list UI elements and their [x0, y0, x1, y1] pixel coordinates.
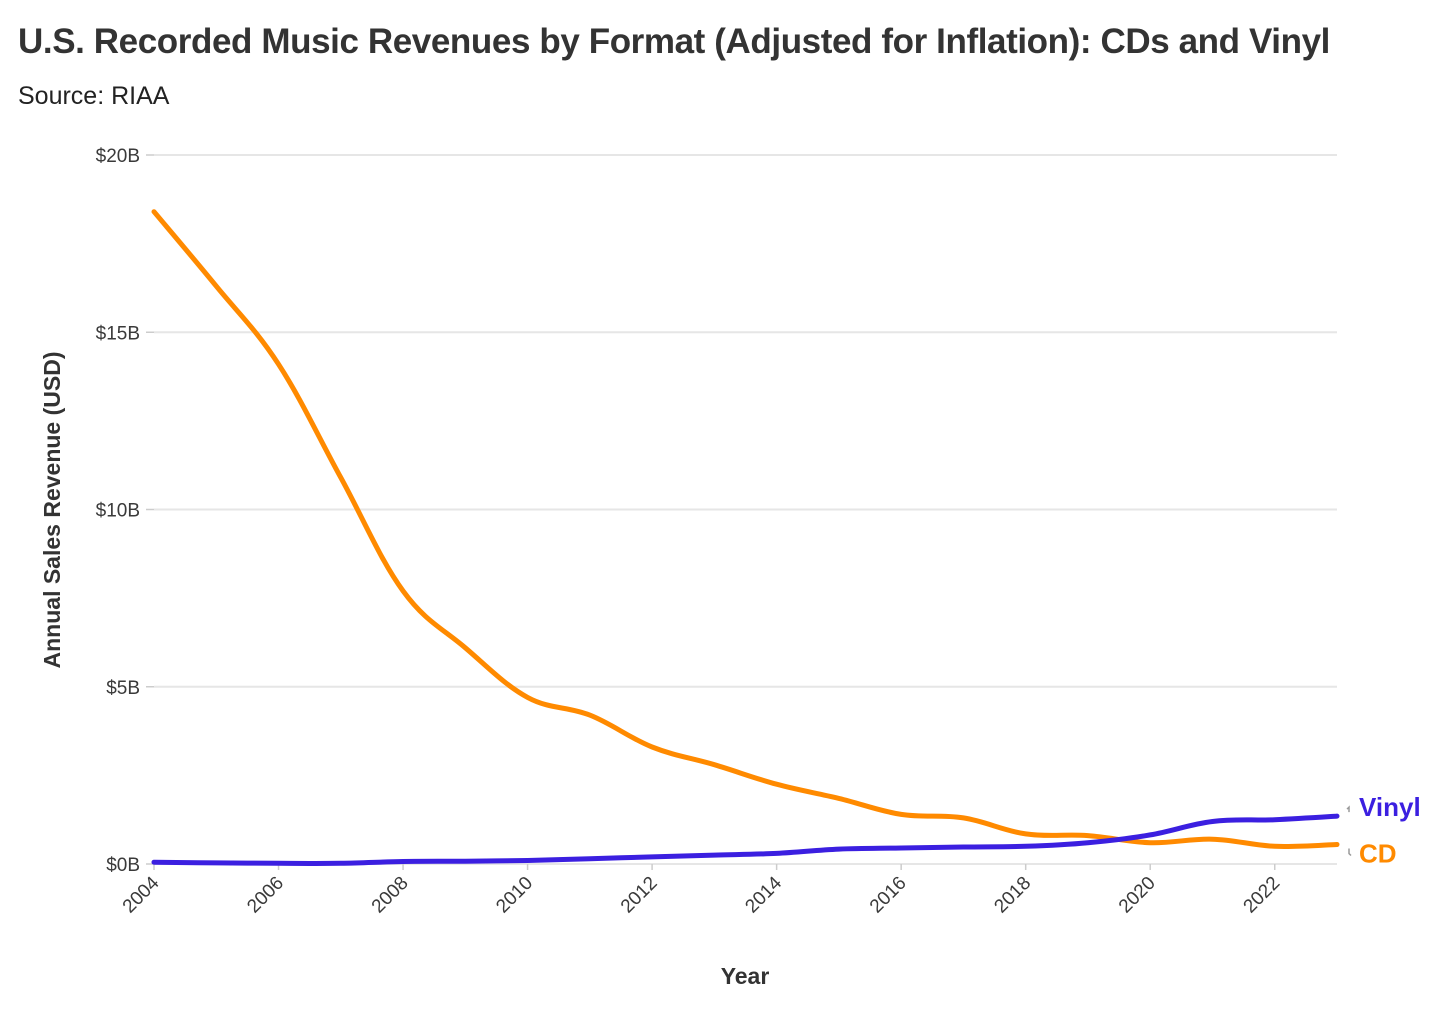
y-tick-label: $20B	[96, 146, 140, 167]
series-line-cd	[151, 209, 1340, 849]
chart-subtitle: Source: RIAA	[18, 82, 170, 110]
series-label-vinyl: Vinyl	[1359, 792, 1421, 822]
y-tick-label: $0B	[106, 855, 140, 876]
y-axis-title: Annual Sales Revenue (USD)	[39, 352, 65, 669]
y-tick-label: $15B	[96, 323, 140, 344]
series-lines	[151, 209, 1340, 866]
series-label-cd: CD	[1359, 839, 1397, 869]
x-tick-label: 2022	[1240, 873, 1285, 918]
x-tick-label: 2020	[1115, 873, 1160, 918]
gridlines	[154, 154, 1337, 865]
label-connector	[1346, 805, 1350, 813]
x-tick-label: 2010	[492, 873, 537, 918]
x-tick-label: 2004	[119, 872, 164, 917]
x-tick-label: 2014	[741, 872, 786, 917]
label-connector	[1348, 848, 1352, 857]
x-axis-title: Year	[721, 963, 770, 989]
x-tick-label: 2006	[243, 873, 288, 918]
x-tick-label: 2018	[990, 873, 1035, 918]
y-tick-label: $10B	[96, 501, 140, 522]
y-tick-label: $5B	[106, 678, 140, 699]
chart-title: U.S. Recorded Music Revenues by Format (…	[18, 22, 1330, 61]
series-line-vinyl	[151, 813, 1340, 866]
x-tick-label: 2008	[368, 873, 413, 918]
series-labels: CD Vinyl	[1346, 792, 1421, 869]
x-tick-label: 2012	[617, 873, 662, 918]
x-tick-label: 2016	[866, 873, 911, 918]
y-axis-ticks: $0B $5B $10B $15B $20B	[96, 146, 154, 876]
x-axis-ticks: 2004 2006 2008 2010 2012 2014 2016 2018 2020 2022	[119, 864, 1284, 917]
